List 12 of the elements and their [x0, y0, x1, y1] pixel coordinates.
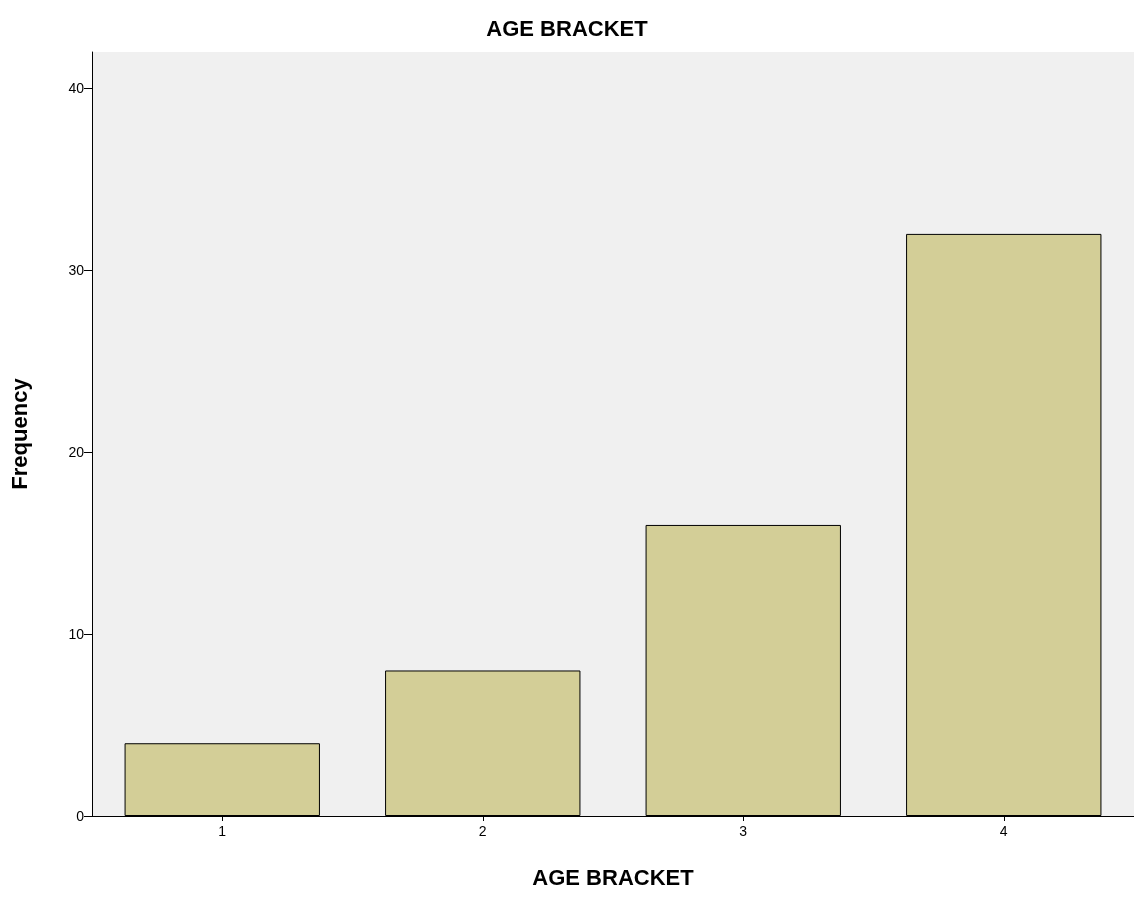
y-tick-label: 0	[76, 808, 85, 824]
chart-title: AGE BRACKET	[486, 15, 649, 41]
x-tick-label: 3	[739, 823, 748, 839]
y-tick-label: 30	[68, 262, 85, 279]
y-axis-title: Frequency	[6, 377, 32, 490]
x-tick-label: 4	[999, 823, 1008, 839]
y-tick-label: 40	[68, 80, 85, 97]
y-tick-label: 10	[68, 626, 85, 643]
x-axis-title: AGE BRACKET	[532, 864, 695, 890]
y-tick-label: 20	[68, 444, 85, 461]
x-tick-label: 1	[218, 823, 227, 839]
x-tick-label: 2	[478, 823, 487, 839]
